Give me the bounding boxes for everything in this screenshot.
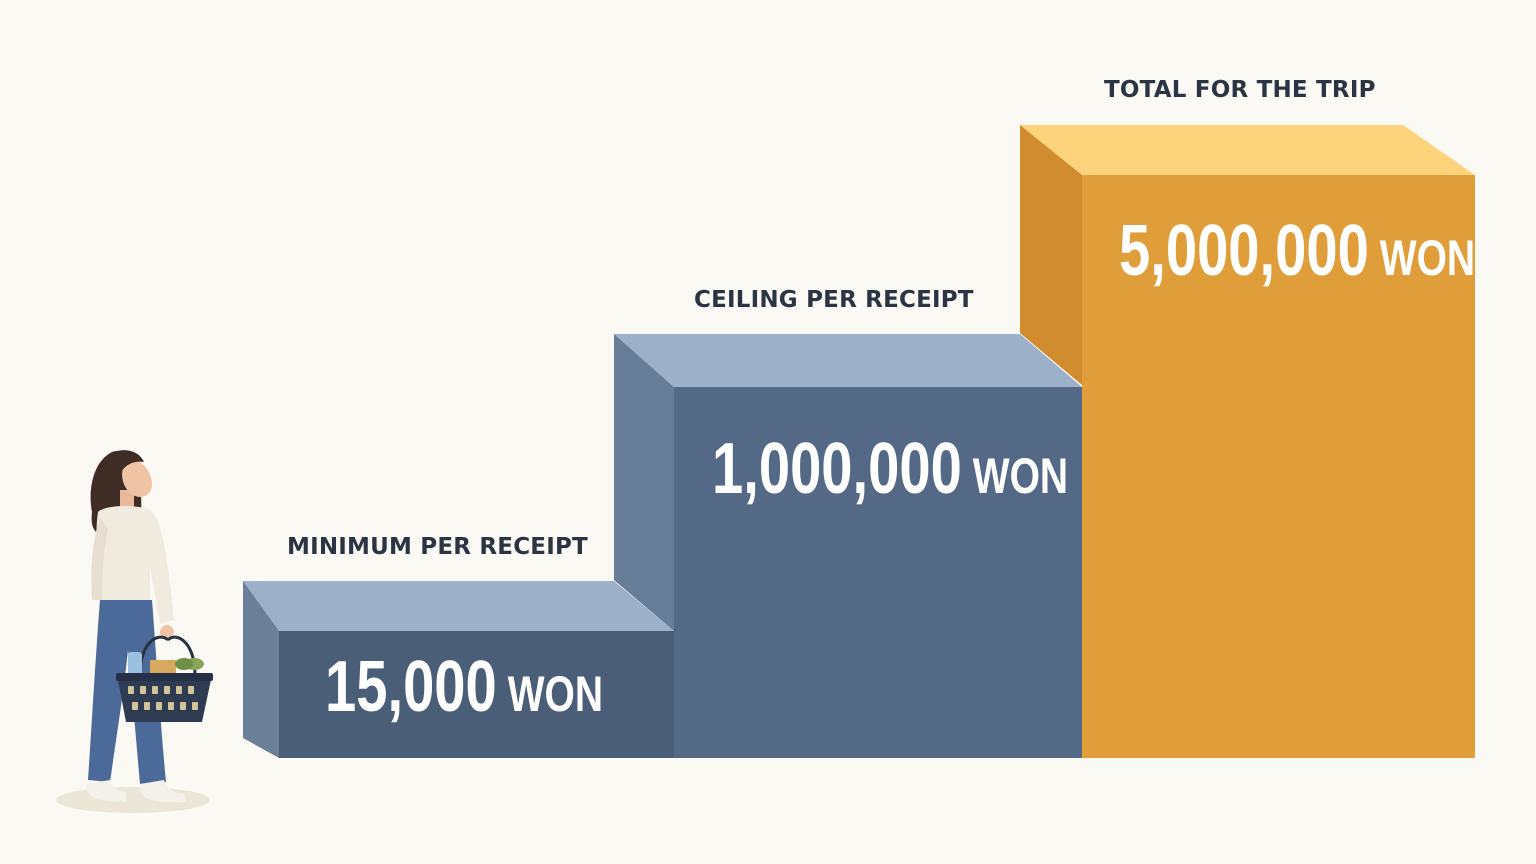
woman-shopper-icon: [56, 450, 210, 813]
step-minimum-front: [279, 631, 674, 758]
step-ceiling-side: [614, 334, 674, 631]
step-minimum-label: MINIMUM PER RECEIPT: [287, 534, 588, 560]
step-total: [1020, 125, 1475, 758]
step-total-unit: WON: [1379, 230, 1476, 286]
step-total-side: [1020, 125, 1082, 385]
step-total-front: [1082, 175, 1475, 758]
step-ceiling-front: [674, 387, 1082, 758]
step-ceiling-top: [614, 334, 1082, 387]
step-ceiling-amount: 1,000,000: [712, 429, 962, 509]
step-ceiling: [614, 334, 1082, 758]
step-minimum-top: [243, 581, 674, 631]
step-ceiling-unit: WON: [972, 448, 1069, 504]
step-total-amount: 5,000,000: [1119, 211, 1369, 291]
step-minimum-side: [243, 581, 279, 758]
step-minimum-value: 15,000 WON: [325, 646, 603, 728]
step-total-label: TOTAL FOR THE TRIP: [1104, 77, 1376, 103]
step-minimum-unit: WON: [507, 666, 604, 722]
step-ceiling-value: 1,000,000 WON: [712, 428, 1068, 510]
step-minimum: [243, 581, 674, 758]
step-ceiling-label: CEILING PER RECEIPT: [694, 287, 974, 313]
shopping-basket-icon: [116, 635, 213, 722]
step-total-value: 5,000,000 WON: [1119, 210, 1475, 292]
step-total-top: [1020, 125, 1475, 175]
step-minimum-amount: 15,000: [325, 647, 497, 727]
